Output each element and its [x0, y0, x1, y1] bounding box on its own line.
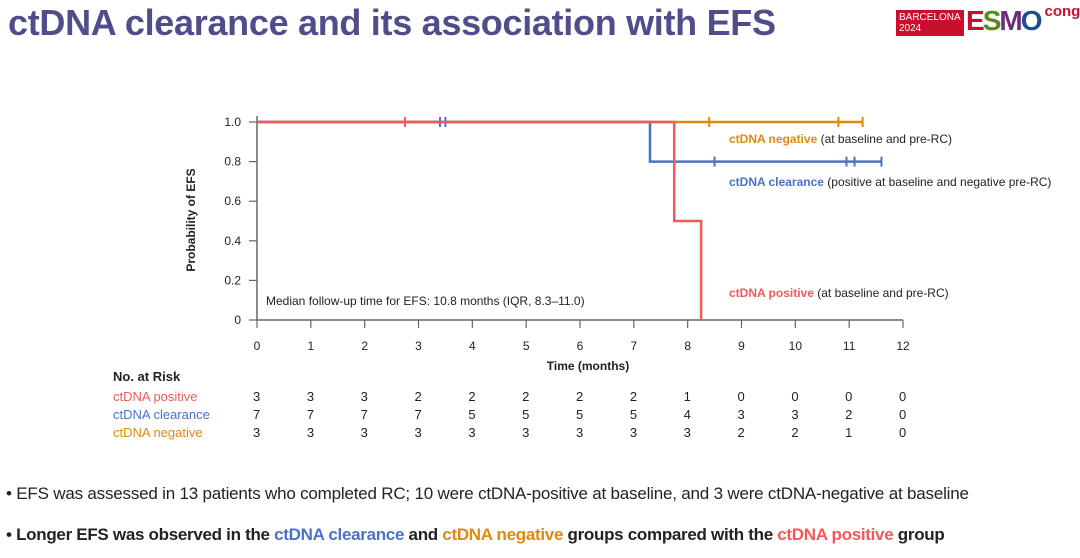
bullet-1: • EFS was assessed in 13 patients who co…: [6, 484, 969, 503]
risk-cell: 7: [360, 407, 368, 422]
risk-cell: 3: [253, 389, 261, 404]
risk-cell: 7: [306, 407, 315, 422]
risk-cell: 3: [414, 425, 422, 440]
risk-cell: 0: [899, 389, 907, 404]
risk-cell: 3: [253, 425, 261, 440]
risk-cell: 1: [683, 389, 691, 404]
y-tick-label: 1.0: [224, 115, 241, 129]
risk-row-label: ctDNA negative: [113, 425, 203, 440]
km-curve-ctdna-positive: [257, 120, 703, 320]
risk-cell: 4: [683, 407, 691, 422]
x-tick-label: 6: [577, 339, 584, 353]
x-tick-label: 11: [843, 339, 856, 353]
risk-cell: 3: [629, 425, 638, 440]
bullet-2: • Longer EFS was observed in the ctDNA c…: [6, 525, 945, 544]
y-tick-label: 0.2: [224, 273, 241, 287]
risk-cell: 2: [576, 389, 584, 404]
logo-city-badge: BARCELONA 2024: [896, 10, 964, 36]
y-axis-label: Probability of EFS: [184, 168, 198, 271]
risk-cell: 3: [306, 425, 315, 440]
risk-cell: 2: [629, 389, 638, 404]
slide-title: ctDNA clearance and its association with…: [8, 2, 776, 43]
risk-table-title: No. at Risk: [113, 369, 181, 384]
risk-cell: 3: [468, 425, 476, 440]
risk-cell: 3: [791, 407, 799, 422]
risk-cell: 0: [899, 407, 907, 422]
risk-cell: 0: [899, 425, 907, 440]
x-tick-label: 4: [469, 339, 476, 353]
legend-ctdna-clearance: ctDNA clearance (positive at baseline an…: [729, 175, 1051, 189]
x-tick-label: 2: [361, 339, 368, 353]
x-tick-label: 12: [896, 339, 910, 353]
risk-cell: 7: [253, 407, 261, 422]
median-followup-annotation: Median follow-up time for EFS: 10.8 mont…: [266, 294, 585, 308]
x-tick-label: 5: [523, 339, 530, 353]
risk-cell: 7: [414, 407, 422, 422]
risk-cell: 2: [737, 425, 745, 440]
x-tick-label: 9: [738, 339, 745, 353]
risk-cell: 3: [360, 425, 368, 440]
logo-congress: congress: [1044, 3, 1080, 20]
legend-ctdna-negative: ctDNA negative (at baseline and pre-RC): [729, 132, 952, 146]
y-tick-label: 0.6: [224, 194, 241, 208]
risk-cell: 5: [576, 407, 584, 422]
risk-cell: 0: [845, 389, 853, 404]
x-tick-label: 0: [254, 339, 261, 353]
risk-cell: 2: [845, 407, 853, 422]
risk-cell: 0: [737, 389, 745, 404]
y-tick-label: 0.4: [224, 234, 241, 248]
y-tick-label: 0: [234, 313, 241, 327]
y-tick-label: 0.8: [224, 155, 241, 169]
risk-cell: 2: [522, 389, 530, 404]
x-tick-label: 3: [415, 339, 422, 353]
risk-cell: 1: [845, 425, 853, 440]
risk-cell: 5: [629, 407, 638, 422]
risk-cell: 2: [414, 389, 422, 404]
risk-cell: 5: [522, 407, 530, 422]
risk-cell: 3: [576, 425, 584, 440]
x-tick-label: 10: [789, 339, 803, 353]
risk-cell: 3: [360, 389, 368, 404]
risk-cell: 3: [683, 425, 691, 440]
x-tick-label: 8: [684, 339, 691, 353]
x-axis-label: Time (months): [547, 359, 629, 373]
x-tick-label: 1: [307, 339, 314, 353]
legend-ctdna-positive: ctDNA positive (at baseline and pre-RC): [729, 286, 949, 300]
risk-cell: 2: [468, 389, 476, 404]
risk-cell: 2: [791, 425, 799, 440]
risk-cell: 3: [522, 425, 530, 440]
risk-cell: 0: [791, 389, 799, 404]
risk-cell: 5: [468, 407, 476, 422]
risk-cell: 3: [737, 407, 745, 422]
risk-row-label: ctDNA positive: [113, 389, 198, 404]
risk-cell: 3: [306, 389, 315, 404]
risk-row-label: ctDNA clearance: [113, 407, 210, 422]
x-tick-label: 7: [630, 339, 637, 353]
logo-esmo: ESMO: [966, 5, 1042, 36]
